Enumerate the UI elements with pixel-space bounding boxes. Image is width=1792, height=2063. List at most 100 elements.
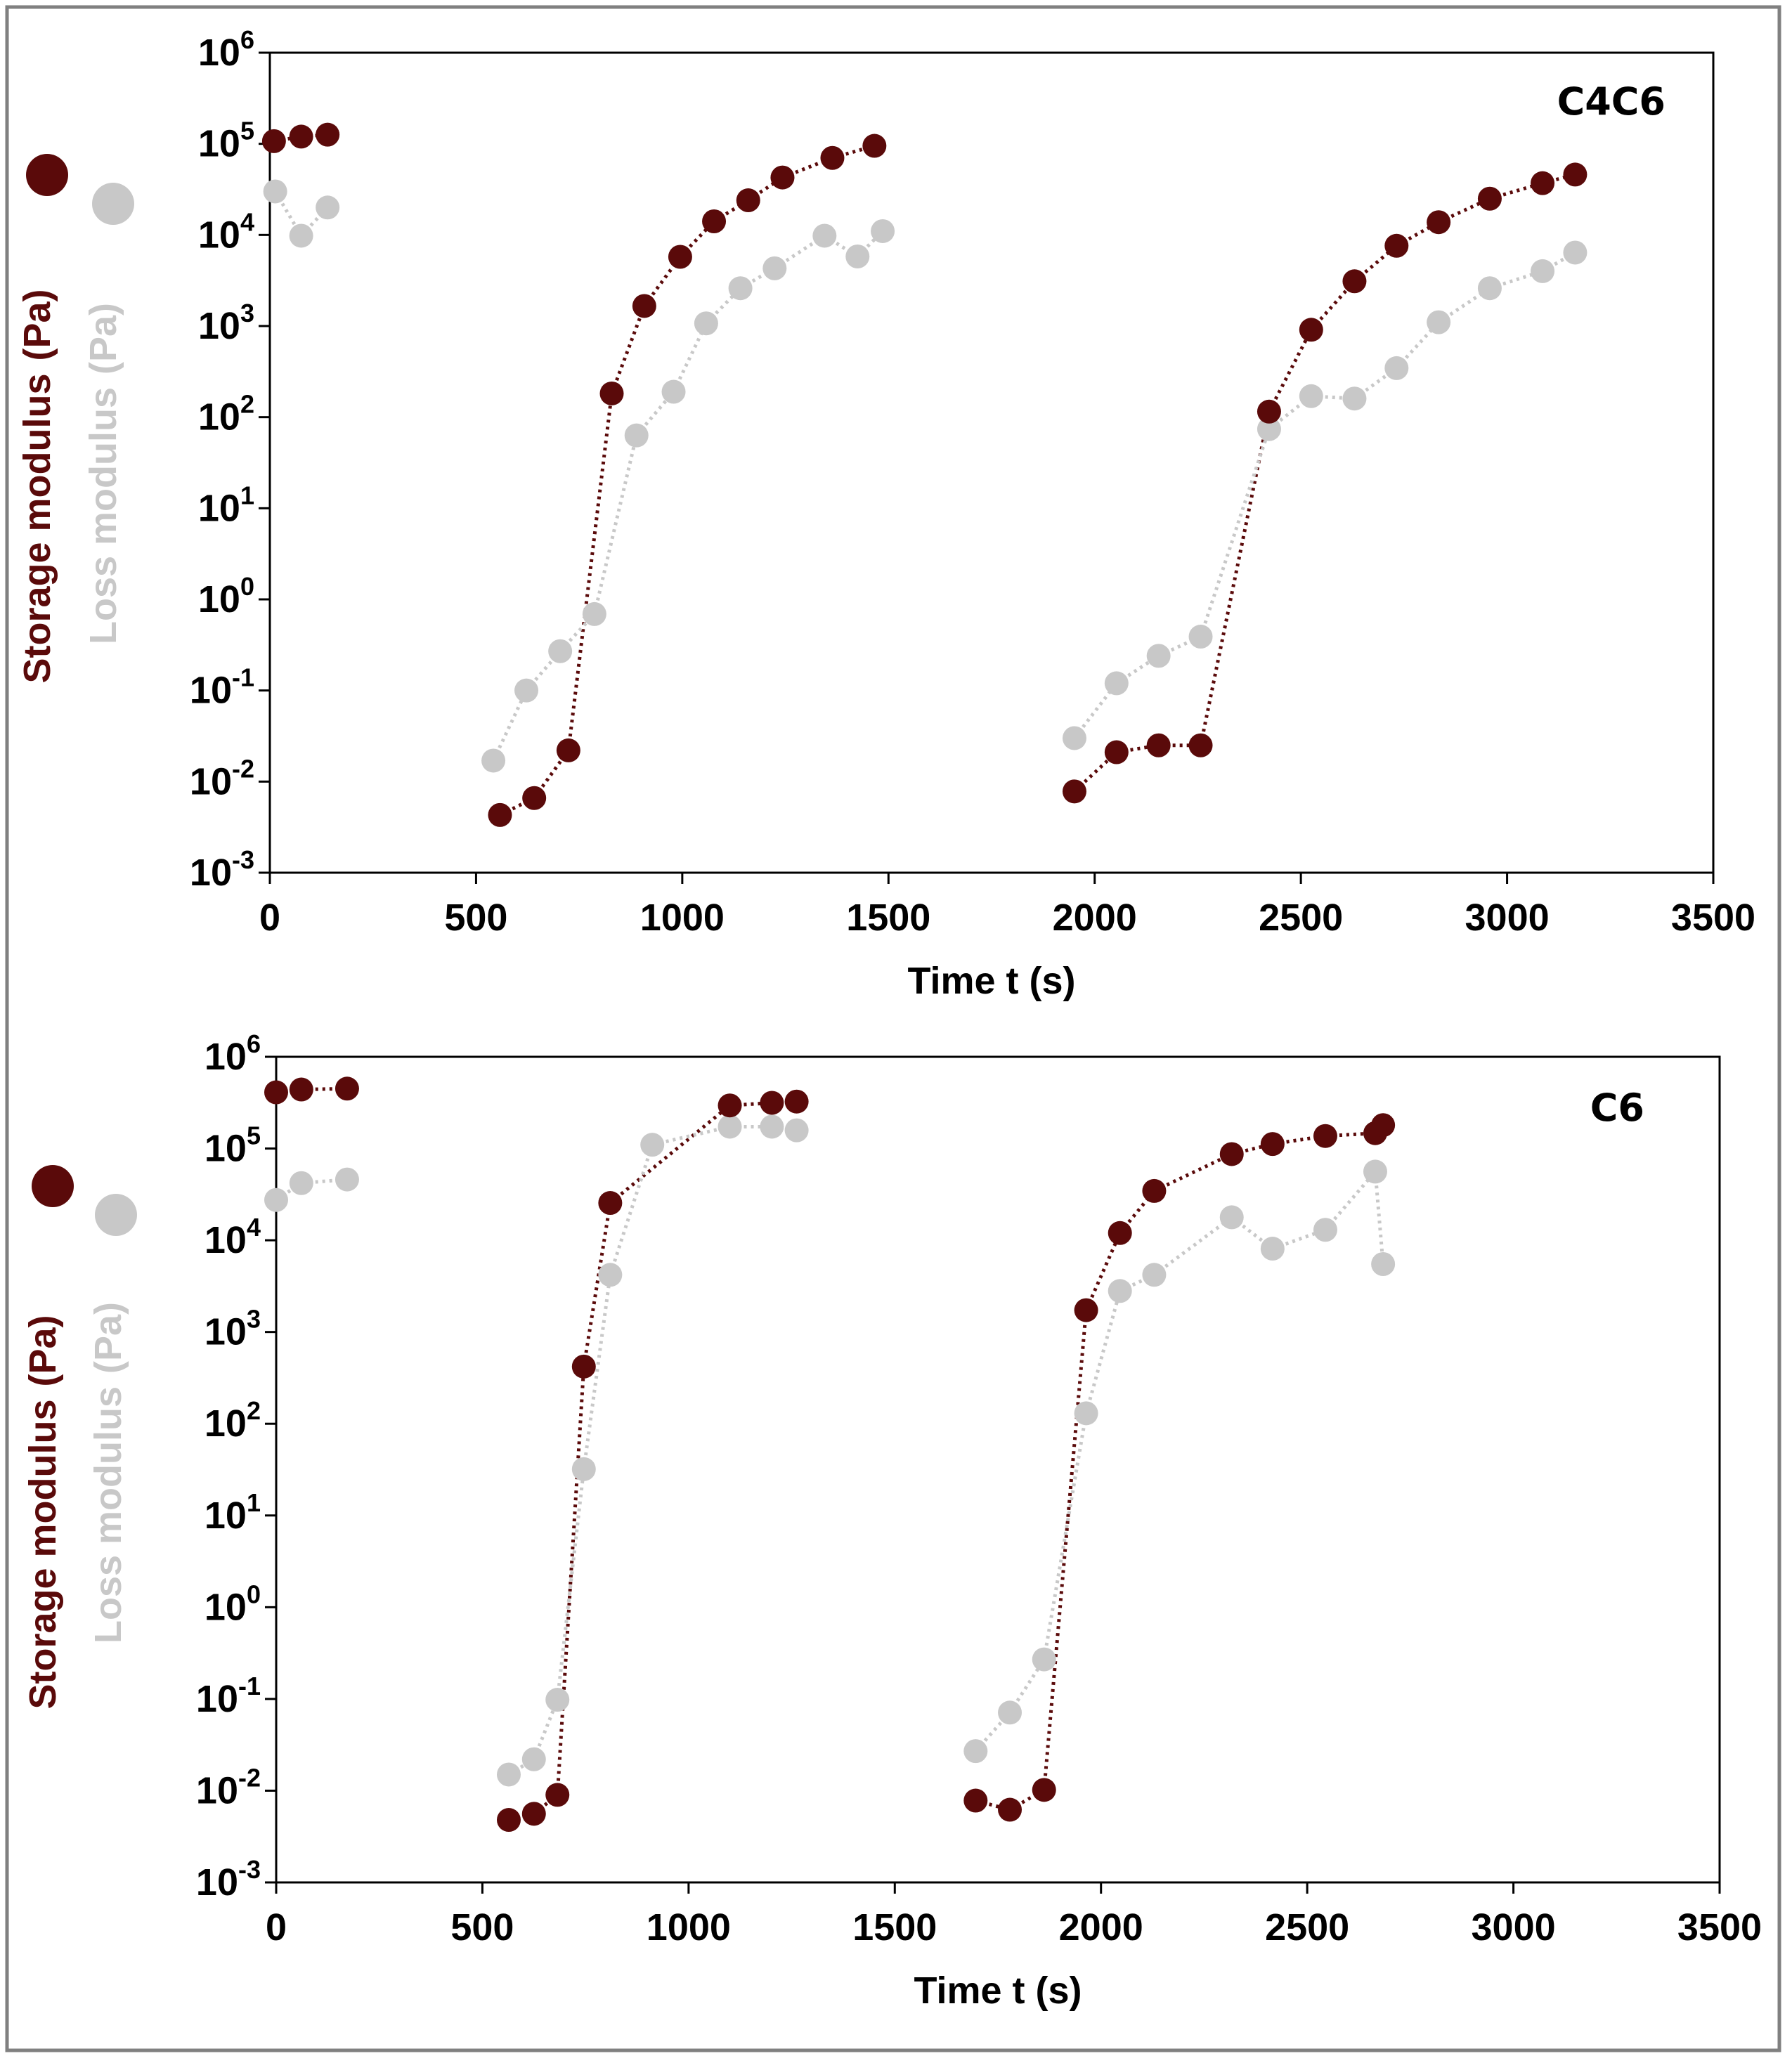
- marker: [845, 245, 870, 269]
- y-axis-label: Storage modulus (Pa): [22, 1315, 64, 1709]
- marker: [1342, 386, 1367, 411]
- marker: [1260, 1132, 1285, 1157]
- marker: [1104, 671, 1129, 696]
- marker: [1142, 1263, 1167, 1287]
- marker: [862, 134, 887, 158]
- marker: [718, 1093, 742, 1118]
- marker: [1260, 1237, 1285, 1261]
- marker: [1313, 1218, 1337, 1242]
- marker: [599, 381, 624, 405]
- marker: [316, 195, 340, 220]
- marker: [1108, 1221, 1132, 1245]
- x-tick-label: 0: [266, 1906, 287, 1948]
- marker: [1188, 733, 1213, 757]
- tick-base: 10: [190, 760, 232, 802]
- tick-base: 10: [198, 305, 240, 347]
- marker: [1074, 1298, 1098, 1322]
- marker: [1477, 186, 1502, 211]
- x-tick-label: 2000: [1059, 1906, 1143, 1948]
- tick-exponent: 6: [240, 25, 254, 54]
- marker: [1257, 417, 1281, 441]
- marker: [718, 1114, 742, 1139]
- y-tick-label: 10-2: [190, 754, 254, 802]
- connector: [1324, 1170, 1377, 1231]
- legend-marker: [26, 154, 68, 196]
- y-tick-label: 104: [198, 207, 254, 256]
- marker: [496, 1762, 521, 1787]
- plot-frame: [275, 1055, 1721, 1884]
- marker: [264, 1187, 288, 1212]
- tick-base: 10: [198, 32, 240, 74]
- marker: [963, 1739, 988, 1764]
- tick-base: 10: [190, 852, 232, 894]
- connector: [1153, 1216, 1233, 1277]
- marker: [760, 1091, 784, 1115]
- tick-exponent: 1: [240, 481, 254, 509]
- connector: [608, 1144, 654, 1276]
- connector: [610, 305, 647, 394]
- marker: [1062, 726, 1086, 750]
- tick-base: 10: [204, 1036, 247, 1078]
- marker: [784, 1089, 809, 1114]
- marker: [1384, 233, 1409, 258]
- marker: [1142, 1178, 1167, 1203]
- connector: [1084, 1290, 1122, 1414]
- marker: [521, 1802, 546, 1826]
- y-tick-label: 10-3: [190, 845, 254, 894]
- marker: [871, 219, 895, 243]
- x-axis-label: Time t (s): [907, 960, 1075, 1002]
- tick-exponent: -2: [238, 1763, 261, 1792]
- y-tick-label: 10-2: [196, 1763, 261, 1811]
- marker: [1219, 1205, 1244, 1230]
- y-tick-label: 10-3: [196, 1855, 261, 1903]
- marker: [571, 1354, 596, 1379]
- tick-exponent: 4: [247, 1213, 261, 1242]
- tick-base: 10: [190, 670, 232, 712]
- marker: [1563, 162, 1588, 187]
- tick-exponent: 2: [247, 1396, 261, 1425]
- marker: [1062, 779, 1086, 804]
- marker: [728, 276, 753, 301]
- x-tick-label: 500: [444, 897, 507, 939]
- x-axis-label: Time t (s): [914, 1970, 1082, 2012]
- tick-base: 10: [198, 214, 240, 256]
- tick-base: 10: [196, 1861, 238, 1903]
- x-tick-label: 2500: [1259, 897, 1343, 939]
- tick-base: 10: [204, 1403, 247, 1445]
- marker: [1531, 259, 1555, 283]
- tick-exponent: 2: [240, 390, 254, 419]
- x-tick-label: 3000: [1465, 897, 1550, 939]
- marker: [582, 601, 606, 626]
- marker: [1108, 1279, 1132, 1303]
- unit: (Pa): [87, 1302, 129, 1374]
- y-axis-label: Storage modulus (Pa): [16, 289, 58, 683]
- connector: [275, 1181, 303, 1202]
- marker: [289, 223, 313, 248]
- unit: (Pa): [16, 289, 58, 360]
- marker: [1427, 310, 1451, 334]
- marker: [784, 1118, 809, 1143]
- frame: [5, 5, 1781, 2052]
- series-name: Storage modulus: [22, 1399, 64, 1709]
- marker: [521, 1747, 546, 1771]
- tick-exponent: 4: [240, 207, 254, 236]
- x-tick-label: 0: [259, 897, 280, 939]
- legend-marker: [32, 1165, 74, 1207]
- marker: [1363, 1159, 1387, 1184]
- x-tick-label: 3000: [1472, 1906, 1556, 1948]
- marker: [263, 179, 287, 204]
- marker: [702, 209, 727, 233]
- y-tick-label: 101: [204, 1488, 261, 1537]
- marker: [812, 223, 837, 248]
- tick-exponent: 0: [240, 572, 254, 601]
- y-tick-label: 100: [198, 572, 254, 620]
- marker: [598, 1263, 623, 1287]
- marker: [514, 678, 539, 703]
- unit: (Pa): [82, 303, 124, 375]
- marker: [1146, 644, 1171, 668]
- y-tick-label: 103: [198, 299, 254, 347]
- marker: [668, 245, 692, 269]
- connector: [672, 323, 708, 393]
- connector: [1153, 1152, 1233, 1193]
- marker: [556, 738, 580, 762]
